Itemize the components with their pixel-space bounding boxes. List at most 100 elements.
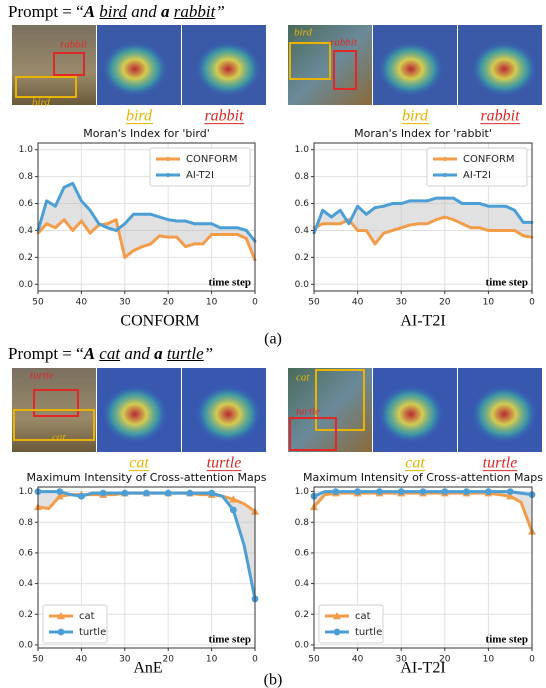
marker	[321, 208, 325, 212]
marker	[184, 219, 187, 223]
marker	[78, 492, 85, 500]
marker	[408, 199, 412, 203]
marker	[364, 212, 368, 216]
image-tag: bird	[32, 97, 50, 109]
marker	[106, 222, 109, 226]
tag-box	[315, 369, 365, 431]
marker	[210, 222, 213, 226]
y-tick-label: 0.2	[19, 610, 33, 620]
image-tag: bird	[294, 27, 312, 39]
marker	[460, 202, 464, 205]
marker	[80, 199, 83, 203]
y-tick-label: 0.2	[295, 610, 309, 620]
word-label: cat	[405, 455, 425, 472]
marker	[114, 229, 118, 232]
prompt: Prompt = “A cat and a turtle”	[8, 344, 213, 364]
marker	[114, 218, 118, 222]
y-tick-label: 0.6	[295, 199, 310, 209]
word-label: bird	[402, 108, 429, 125]
annotation: time step	[486, 277, 528, 289]
x-tick-label: 40	[352, 298, 364, 308]
marker	[149, 242, 153, 246]
method-caption: AI-T2I	[400, 660, 445, 677]
marker	[218, 233, 222, 236]
marker	[57, 628, 65, 636]
marker	[408, 223, 412, 227]
axes-frame	[313, 142, 533, 292]
marker	[80, 219, 83, 223]
tag-box	[53, 52, 85, 76]
marker	[210, 233, 213, 236]
annotation: time step	[486, 634, 528, 646]
marker	[123, 256, 127, 259]
marker	[192, 222, 196, 226]
x-tick-label: 10	[483, 655, 495, 665]
chart-title: Moran's Index for 'rabbit'	[354, 127, 492, 140]
marker	[354, 488, 361, 495]
y-tick-label: 0.6	[19, 548, 34, 558]
marker	[443, 215, 447, 219]
word-label: rabbit	[480, 108, 520, 125]
marker	[485, 488, 492, 495]
marker	[373, 206, 377, 209]
marker	[330, 215, 333, 219]
marker	[140, 245, 144, 248]
x-tick-label: 10	[206, 298, 218, 308]
marker	[333, 612, 341, 620]
marker	[330, 222, 333, 226]
method-caption: AnE	[133, 660, 162, 677]
marker	[158, 215, 161, 219]
prompt-part: Prompt = “	[8, 344, 84, 363]
marker	[201, 242, 205, 246]
y-tick-label: 0.0	[295, 280, 310, 290]
marker	[175, 235, 179, 239]
marker	[417, 222, 421, 226]
marker	[165, 156, 171, 162]
difference-fill	[38, 183, 255, 261]
y-tick-label: 1.0	[19, 487, 34, 497]
marker	[140, 212, 144, 216]
x-tick-label: 50	[32, 655, 44, 665]
method-caption: CONFORM	[120, 313, 199, 330]
marker	[426, 222, 429, 226]
marker	[244, 237, 248, 240]
marker	[338, 222, 342, 226]
marker	[166, 235, 170, 239]
marker	[123, 222, 127, 226]
x-tick-label: 20	[162, 655, 174, 665]
marker	[495, 229, 499, 232]
marker	[426, 199, 429, 203]
marker	[469, 202, 473, 205]
marker	[376, 488, 383, 495]
x-tick-label: 20	[162, 298, 174, 308]
heatmap	[194, 41, 262, 97]
marker	[338, 208, 342, 212]
marker	[227, 226, 231, 230]
image-tag: turtle	[296, 406, 320, 418]
marker	[391, 229, 394, 232]
x-tick-label: 30	[395, 655, 407, 665]
marker	[452, 218, 455, 222]
x-tick-label: 20	[439, 655, 451, 665]
prompt-part: Prompt = “	[8, 2, 84, 21]
heatmap	[194, 384, 262, 444]
image-tag: rabbit	[330, 37, 358, 49]
y-tick-label: 0.0	[295, 640, 310, 650]
marker	[434, 196, 438, 200]
heatmap	[101, 41, 169, 97]
y-tick-label: 0.6	[19, 199, 34, 209]
axes-frame	[37, 486, 256, 649]
marker	[442, 156, 448, 162]
x-tick-label: 20	[439, 298, 451, 308]
marker	[487, 204, 490, 208]
marker	[521, 234, 525, 238]
marker	[321, 222, 325, 226]
legend-label: cat	[355, 611, 371, 622]
prompt-part: rabbit	[173, 2, 216, 21]
chart-title: Moran's Index for 'bird'	[83, 127, 210, 140]
marker	[54, 204, 57, 208]
marker	[441, 488, 449, 495]
tag-box	[33, 389, 79, 417]
marker	[373, 242, 377, 246]
marker	[201, 222, 205, 226]
